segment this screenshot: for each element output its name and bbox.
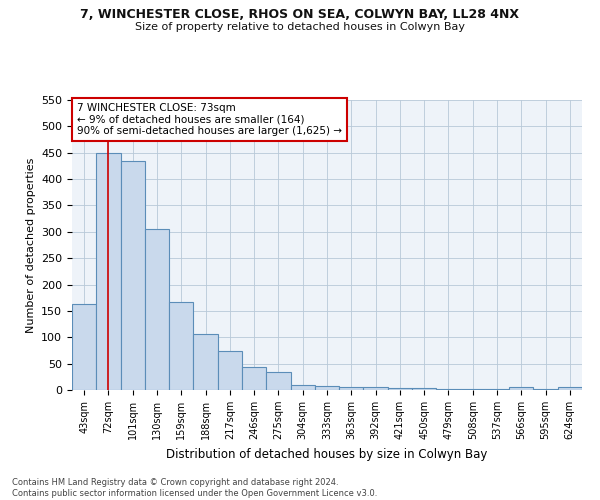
Bar [364,388,388,390]
Y-axis label: Number of detached properties: Number of detached properties [26,158,35,332]
Bar [315,386,339,390]
Text: 7, WINCHESTER CLOSE, RHOS ON SEA, COLWYN BAY, LL28 4NX: 7, WINCHESTER CLOSE, RHOS ON SEA, COLWYN… [80,8,520,20]
Bar [266,372,290,390]
Text: Size of property relative to detached houses in Colwyn Bay: Size of property relative to detached ho… [135,22,465,32]
Bar [72,304,96,390]
Bar [218,351,242,390]
X-axis label: Distribution of detached houses by size in Colwyn Bay: Distribution of detached houses by size … [166,448,488,460]
Bar [558,388,582,390]
Text: Contains HM Land Registry data © Crown copyright and database right 2024.
Contai: Contains HM Land Registry data © Crown c… [12,478,377,498]
Bar [412,388,436,390]
Bar [169,302,193,390]
Bar [485,389,509,390]
Bar [242,368,266,390]
Bar [121,160,145,390]
Bar [96,152,121,390]
Bar [145,229,169,390]
Text: 7 WINCHESTER CLOSE: 73sqm
← 9% of detached houses are smaller (164)
90% of semi-: 7 WINCHESTER CLOSE: 73sqm ← 9% of detach… [77,103,342,136]
Bar [193,334,218,390]
Bar [388,388,412,390]
Bar [436,389,461,390]
Bar [509,388,533,390]
Bar [339,387,364,390]
Bar [290,384,315,390]
Bar [461,389,485,390]
